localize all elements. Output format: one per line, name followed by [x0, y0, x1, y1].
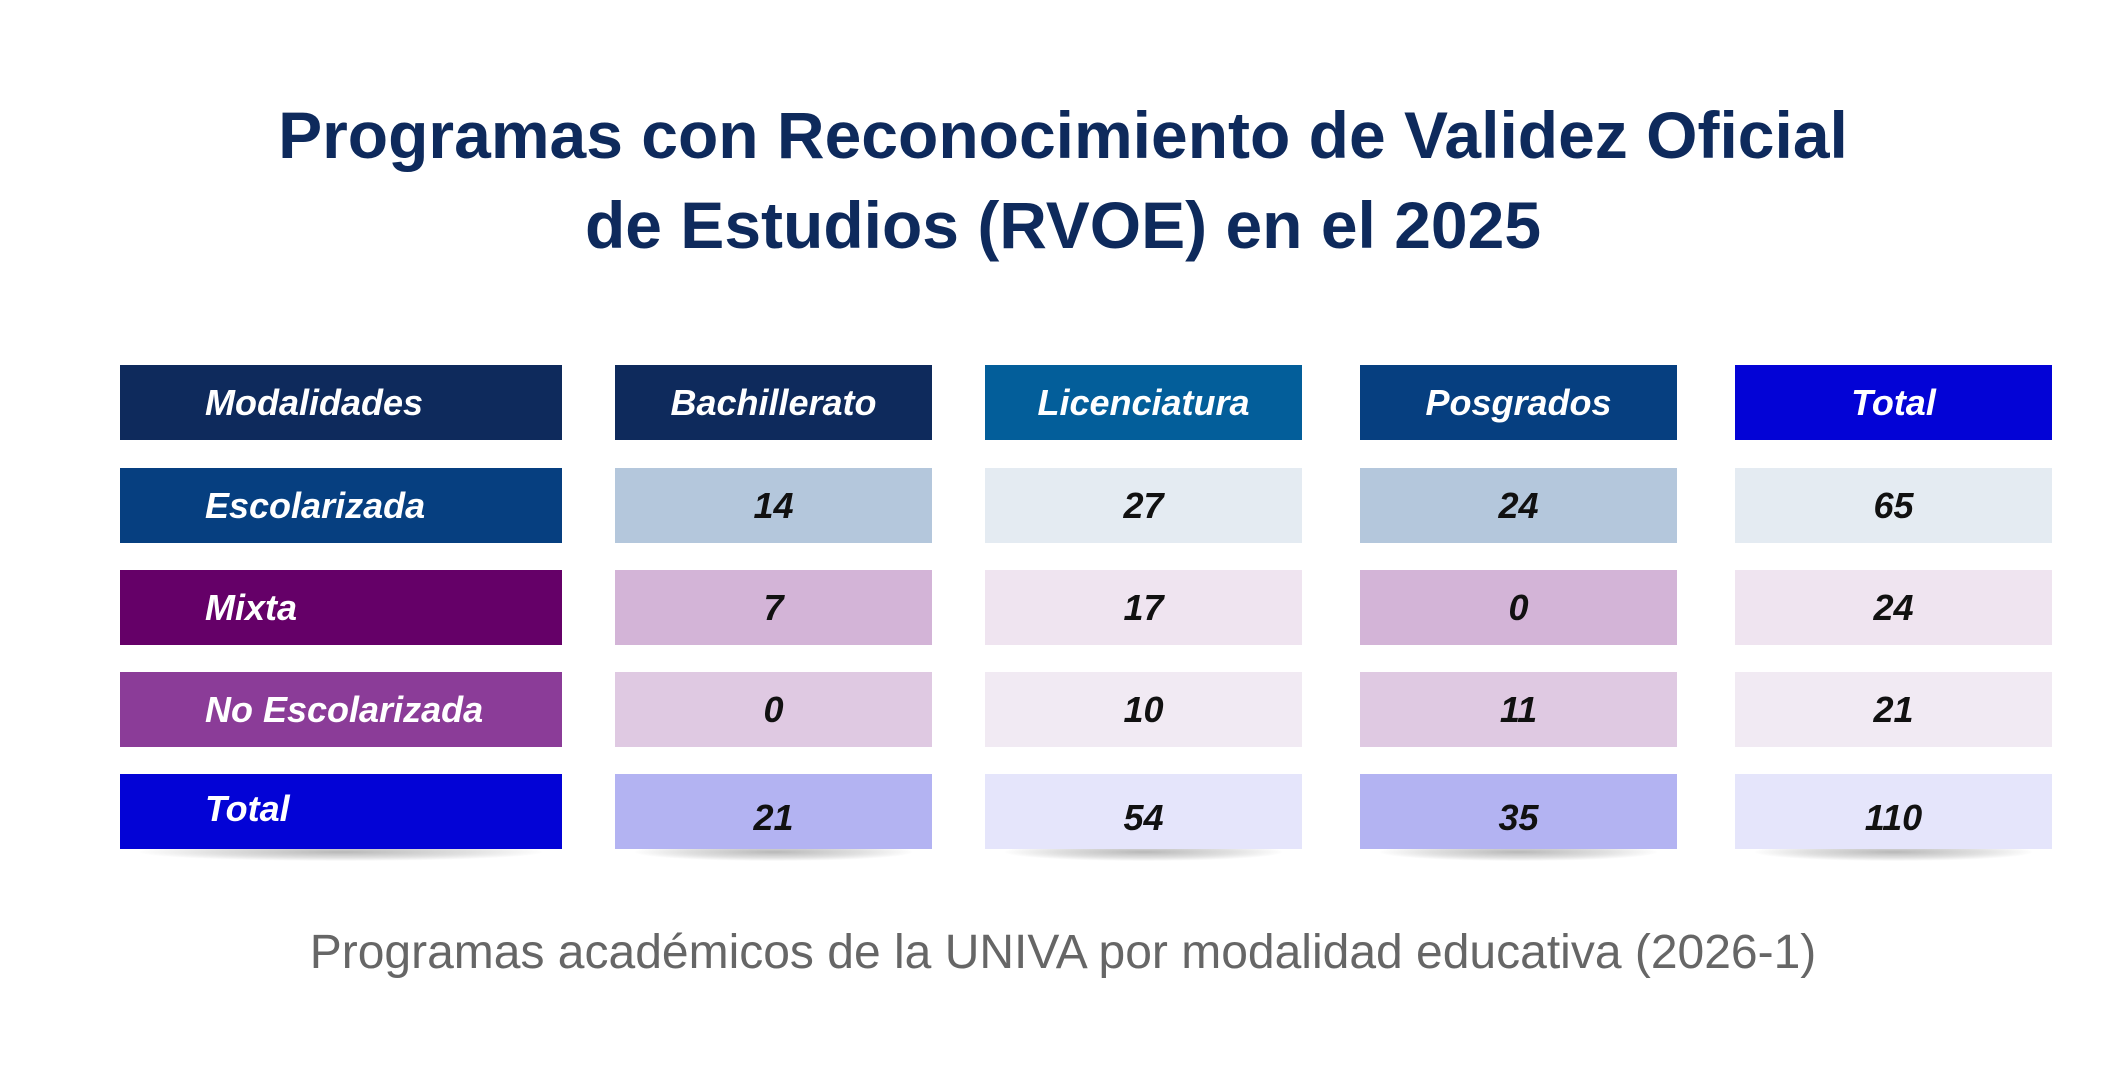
cell-escolarizada-total: 65: [1735, 468, 2052, 543]
chart-title: Programas con Reconocimiento de Validez …: [0, 90, 2126, 270]
cell-mixta-total: 24: [1735, 570, 2052, 645]
cell-mixta-licenciatura: 17: [985, 570, 1302, 645]
row-label-mixta: Mixta: [120, 570, 562, 645]
column-header-posgrados: Posgrados: [1360, 365, 1677, 440]
chart-caption: Programas académicos de la UNIVA por mod…: [309, 926, 1817, 979]
row-label-no-escolarizada: No Escolarizada: [120, 672, 562, 747]
cell-total-bachillerato: 21: [615, 774, 932, 849]
cell-no-escolarizada-bachillerato: 0: [615, 672, 932, 747]
cell-no-escolarizada-posgrados: 11: [1360, 672, 1677, 747]
cell-escolarizada-licenciatura: 27: [985, 468, 1302, 543]
column-header-licenciatura: Licenciatura: [985, 365, 1302, 440]
row-label-escolarizada: Escolarizada: [120, 468, 562, 543]
cell-total-posgrados: 35: [1360, 774, 1677, 849]
row-label-total: Total: [120, 774, 562, 849]
cell-total-total: 110: [1735, 774, 2052, 849]
column-header-bachillerato: Bachillerato: [615, 365, 932, 440]
cell-escolarizada-bachillerato: 14: [615, 468, 932, 543]
cell-no-escolarizada-total: 21: [1735, 672, 2052, 747]
column-header-modalidades: Modalidades: [120, 365, 562, 440]
column-header-total: Total: [1735, 365, 2052, 440]
cell-no-escolarizada-licenciatura: 10: [985, 672, 1302, 747]
chart-title-line-1: Programas con Reconocimiento de Validez …: [278, 98, 1848, 172]
cell-total-licenciatura: 54: [985, 774, 1302, 849]
cell-escolarizada-posgrados: 24: [1360, 468, 1677, 543]
cell-mixta-bachillerato: 7: [615, 570, 932, 645]
chart-title-line-2: de Estudios (RVOE) en el 2025: [584, 188, 1542, 262]
cell-mixta-posgrados: 0: [1360, 570, 1677, 645]
